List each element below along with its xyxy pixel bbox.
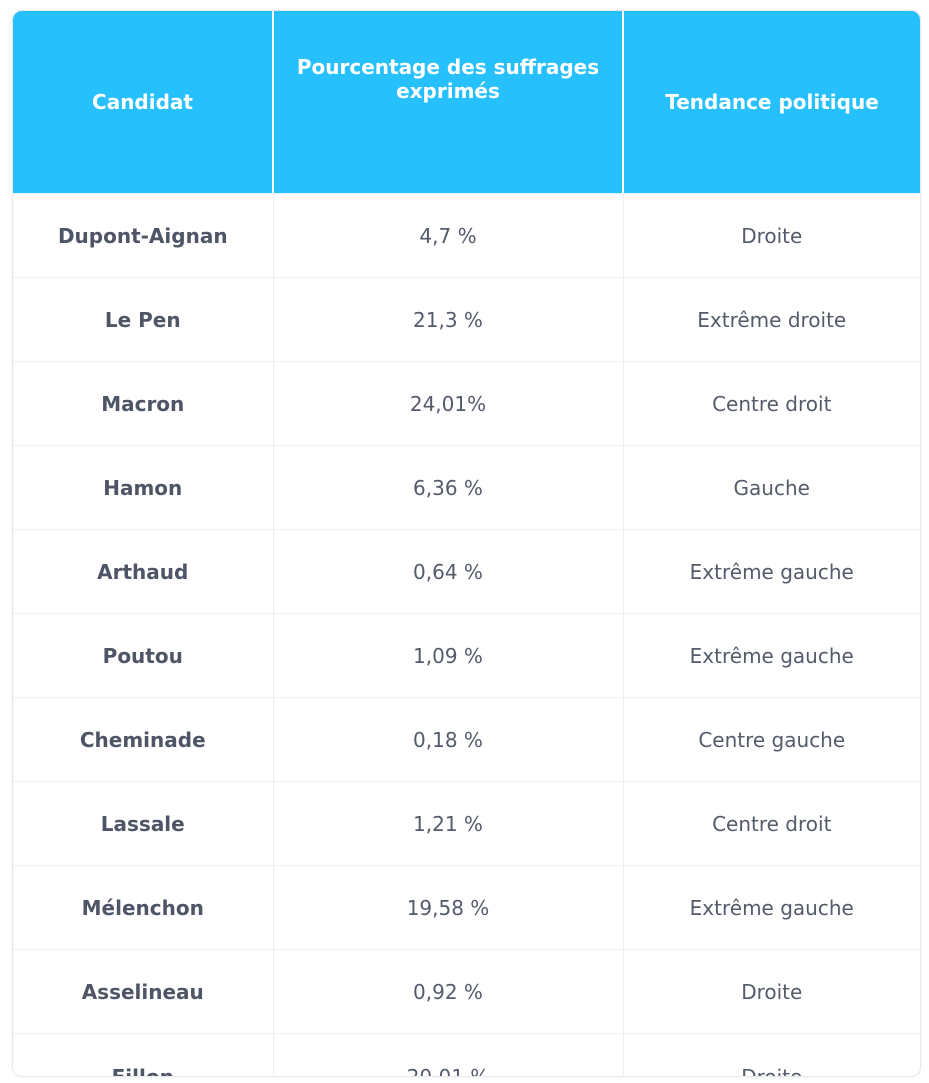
cell-pourcentage: 20,01 % (273, 1033, 624, 1076)
table-row: Cheminade 0,18 % Centre gauche (13, 697, 920, 782)
table-row: Lassale 1,21 % Centre droit (13, 781, 920, 866)
cell-tendance: Centre droit (623, 361, 920, 446)
table-row: Fillon 20,01 % Droite (13, 1033, 920, 1076)
cell-tendance: Droite (623, 1033, 920, 1076)
header-row: Candidat Pourcentage des suffrages expri… (13, 11, 920, 194)
table-row: Hamon 6,36 % Gauche (13, 445, 920, 530)
cell-candidat: Arthaud (13, 529, 274, 614)
table-row: Poutou 1,09 % Extrême gauche (13, 613, 920, 698)
table-row: Arthaud 0,64 % Extrême gauche (13, 529, 920, 614)
header-pourcentage: Pourcentage des suffrages exprimés (273, 11, 624, 194)
cell-candidat: Poutou (13, 613, 274, 698)
table-row: Le Pen 21,3 % Extrême droite (13, 277, 920, 362)
table-row: Dupont-Aignan 4,7 % Droite (13, 193, 920, 278)
cell-pourcentage: 21,3 % (273, 277, 624, 362)
header-tendance: Tendance politique (623, 11, 920, 194)
cell-pourcentage: 19,58 % (273, 865, 624, 950)
cell-tendance: Extrême gauche (623, 613, 920, 698)
cell-pourcentage: 4,7 % (273, 193, 624, 278)
results-table: Candidat Pourcentage des suffrages expri… (13, 11, 920, 1076)
cell-tendance: Droite (623, 193, 920, 278)
table-row: Macron 24,01% Centre droit (13, 361, 920, 446)
cell-candidat: Dupont-Aignan (13, 193, 274, 278)
cell-tendance: Droite (623, 949, 920, 1034)
cell-tendance: Centre gauche (623, 697, 920, 782)
cell-candidat: Asselineau (13, 949, 274, 1034)
cell-pourcentage: 0,92 % (273, 949, 624, 1034)
cell-candidat: Mélenchon (13, 865, 274, 950)
cell-tendance: Extrême gauche (623, 865, 920, 950)
cell-pourcentage: 1,21 % (273, 781, 624, 866)
table-row: Mélenchon 19,58 % Extrême gauche (13, 865, 920, 950)
cell-tendance: Gauche (623, 445, 920, 530)
cell-pourcentage: 1,09 % (273, 613, 624, 698)
cell-pourcentage: 0,18 % (273, 697, 624, 782)
cell-tendance: Extrême droite (623, 277, 920, 362)
cell-candidat: Macron (13, 361, 274, 446)
header-candidat: Candidat (13, 11, 274, 194)
cell-candidat: Hamon (13, 445, 274, 530)
cell-candidat: Fillon (13, 1033, 274, 1076)
table-row: Asselineau 0,92 % Droite (13, 949, 920, 1034)
cell-tendance: Centre droit (623, 781, 920, 866)
cell-candidat: Le Pen (13, 277, 274, 362)
cell-pourcentage: 0,64 % (273, 529, 624, 614)
cell-candidat: Lassale (13, 781, 274, 866)
cell-tendance: Extrême gauche (623, 529, 920, 614)
cell-candidat: Cheminade (13, 697, 274, 782)
results-table-container: Candidat Pourcentage des suffrages expri… (12, 10, 921, 1077)
cell-pourcentage: 6,36 % (273, 445, 624, 530)
cell-pourcentage: 24,01% (273, 361, 624, 446)
